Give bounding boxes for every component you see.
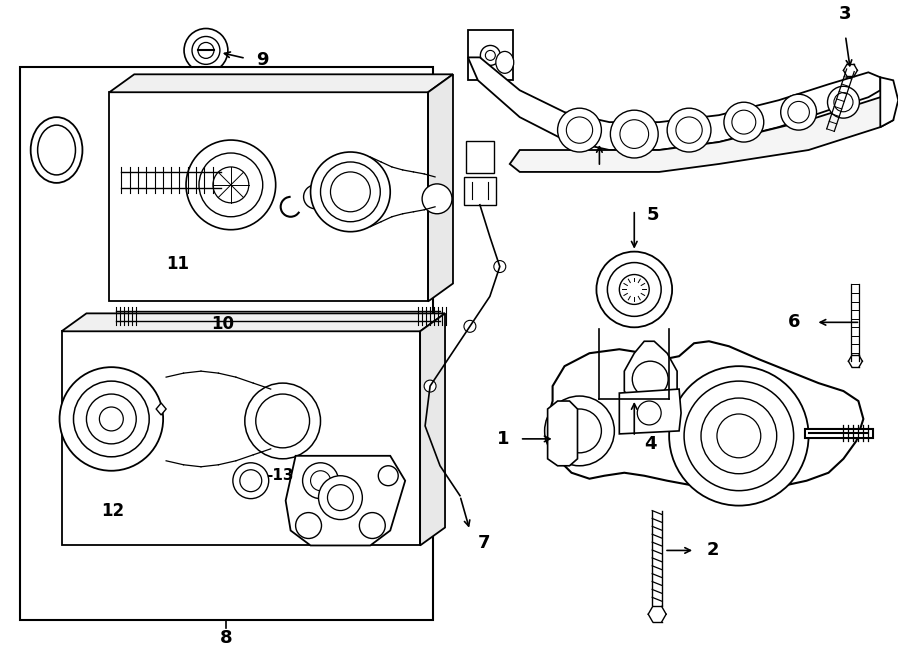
Polygon shape [625,341,677,409]
Circle shape [310,152,391,232]
Text: 1: 1 [498,430,509,448]
Text: 6: 6 [788,313,801,331]
Text: 2: 2 [707,541,719,559]
Circle shape [99,407,123,431]
Polygon shape [61,313,445,331]
Text: 8: 8 [220,629,233,647]
Bar [20,67,433,620]
Circle shape [295,512,321,539]
Circle shape [59,367,163,471]
Text: 4: 4 [644,435,657,453]
Circle shape [717,414,760,458]
Ellipse shape [38,125,76,175]
Circle shape [610,110,658,158]
Circle shape [827,87,860,118]
Circle shape [633,361,668,397]
Circle shape [684,381,794,490]
Circle shape [597,252,672,327]
Circle shape [494,260,506,272]
Ellipse shape [496,52,514,73]
Circle shape [328,485,354,510]
Circle shape [184,28,228,72]
Circle shape [198,42,214,58]
Circle shape [732,110,756,134]
Bar [466,141,494,173]
Circle shape [192,36,220,64]
Circle shape [378,466,398,486]
Circle shape [619,274,649,305]
Polygon shape [61,331,420,545]
Text: 7: 7 [478,535,491,553]
Circle shape [186,140,275,230]
Text: -13: -13 [266,468,293,483]
Circle shape [637,401,662,425]
Polygon shape [285,456,405,545]
Circle shape [256,394,310,448]
Circle shape [724,102,764,142]
Circle shape [608,262,662,317]
Circle shape [667,108,711,152]
Circle shape [558,409,601,453]
Polygon shape [157,403,166,415]
Bar [468,30,513,80]
Text: 10: 10 [211,315,234,333]
Circle shape [676,117,702,143]
Circle shape [330,172,370,212]
Circle shape [788,101,809,123]
Circle shape [310,471,330,490]
Circle shape [669,366,808,506]
Circle shape [359,512,385,539]
Polygon shape [109,93,428,301]
Circle shape [319,476,363,520]
Circle shape [422,184,452,214]
Polygon shape [547,401,578,466]
Circle shape [485,50,495,60]
Circle shape [566,117,592,143]
Polygon shape [547,341,863,488]
Circle shape [424,380,436,392]
Circle shape [620,120,649,149]
Circle shape [544,396,615,466]
Circle shape [199,153,263,217]
Circle shape [303,185,328,209]
Circle shape [74,381,149,457]
Ellipse shape [31,117,83,183]
Polygon shape [509,97,893,172]
Polygon shape [619,389,681,434]
Circle shape [320,162,381,221]
Circle shape [239,470,262,492]
Polygon shape [468,58,880,150]
Polygon shape [109,74,453,93]
Text: 3: 3 [839,5,851,22]
Circle shape [481,46,500,65]
Circle shape [86,394,136,444]
Polygon shape [428,74,453,301]
Text: 9: 9 [256,52,268,69]
Polygon shape [880,77,898,127]
Circle shape [245,383,320,459]
Text: 12: 12 [102,502,124,520]
Polygon shape [420,313,445,545]
Circle shape [213,167,248,203]
Circle shape [233,463,269,498]
Circle shape [701,398,777,474]
Circle shape [558,108,601,152]
Bar [464,177,496,205]
Circle shape [780,95,816,130]
Circle shape [302,463,338,498]
Text: 5: 5 [646,206,659,224]
Circle shape [834,93,853,112]
Circle shape [464,321,476,332]
Text: 11: 11 [166,254,189,272]
